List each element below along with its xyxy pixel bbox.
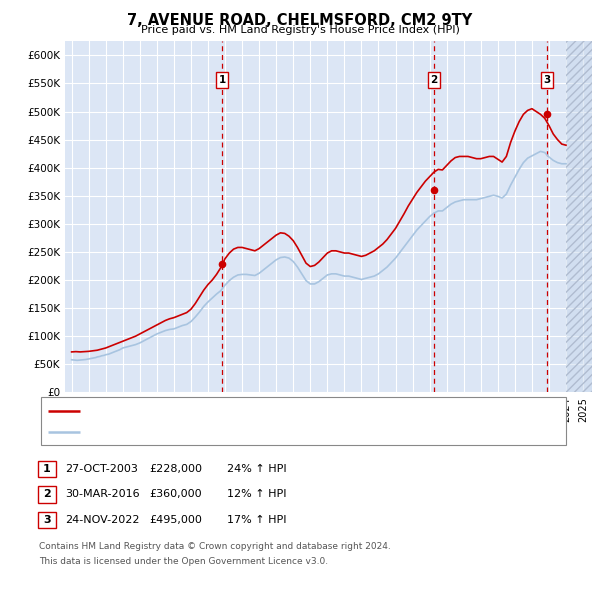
Text: £495,000: £495,000: [149, 515, 202, 525]
Text: 1: 1: [218, 75, 226, 85]
Text: £360,000: £360,000: [149, 490, 202, 499]
Text: 2: 2: [430, 75, 437, 85]
Text: 30-MAR-2016: 30-MAR-2016: [65, 490, 139, 499]
Text: 12% ↑ HPI: 12% ↑ HPI: [227, 490, 286, 499]
Text: 7, AVENUE ROAD, CHELMSFORD, CM2 9TY (semi-detached house): 7, AVENUE ROAD, CHELMSFORD, CM2 9TY (sem…: [86, 405, 429, 415]
Text: 2: 2: [43, 490, 50, 499]
Text: Price paid vs. HM Land Registry's House Price Index (HPI): Price paid vs. HM Land Registry's House …: [140, 25, 460, 35]
Text: 1: 1: [43, 464, 50, 474]
Text: 27-OCT-2003: 27-OCT-2003: [65, 464, 137, 474]
Text: 3: 3: [544, 75, 551, 85]
Text: This data is licensed under the Open Government Licence v3.0.: This data is licensed under the Open Gov…: [39, 557, 328, 566]
Text: Contains HM Land Registry data © Crown copyright and database right 2024.: Contains HM Land Registry data © Crown c…: [39, 542, 391, 552]
Text: 7, AVENUE ROAD, CHELMSFORD, CM2 9TY: 7, AVENUE ROAD, CHELMSFORD, CM2 9TY: [127, 13, 473, 28]
Text: £228,000: £228,000: [149, 464, 202, 474]
Text: HPI: Average price, semi-detached house, Chelmsford: HPI: Average price, semi-detached house,…: [86, 427, 367, 437]
Text: 17% ↑ HPI: 17% ↑ HPI: [227, 515, 286, 525]
Text: 24-NOV-2022: 24-NOV-2022: [65, 515, 139, 525]
Text: 24% ↑ HPI: 24% ↑ HPI: [227, 464, 286, 474]
Text: 3: 3: [43, 515, 50, 525]
Bar: [566, 41, 592, 392]
